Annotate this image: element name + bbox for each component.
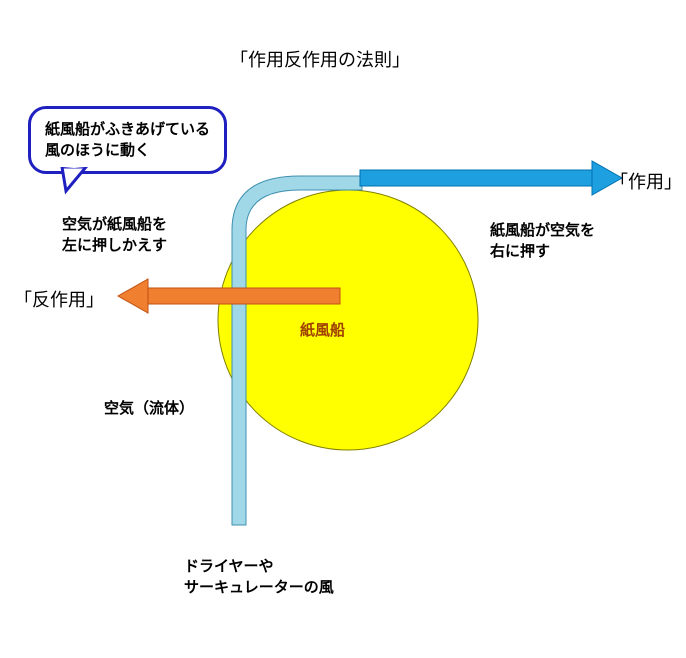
reaction-label: 「反作用」 — [14, 286, 104, 312]
action-desc-line2: 右に押す — [490, 241, 595, 262]
reaction-desc: 空気が紙風船を 左に押しかえす — [62, 214, 167, 256]
action-desc-line1: 紙風船が空気を — [490, 220, 595, 241]
reaction-desc-line2: 左に押しかえす — [62, 235, 167, 256]
wind-line2: サーキュレーターの風 — [184, 577, 334, 598]
action-label: 「作用」 — [610, 168, 682, 194]
reaction-desc-line1: 空気が紙風船を — [62, 214, 167, 235]
action-desc: 紙風船が空気を 右に押す — [490, 220, 595, 262]
wind-line1: ドライヤーや — [184, 556, 334, 577]
wind-source-label: ドライヤーや サーキュレーターの風 — [184, 556, 334, 598]
balloon-label: 紙風船 — [300, 320, 345, 341]
balloon-circle — [218, 190, 478, 450]
action-arrow — [360, 161, 622, 195]
fluid-label: 空気（流体） — [104, 398, 194, 419]
